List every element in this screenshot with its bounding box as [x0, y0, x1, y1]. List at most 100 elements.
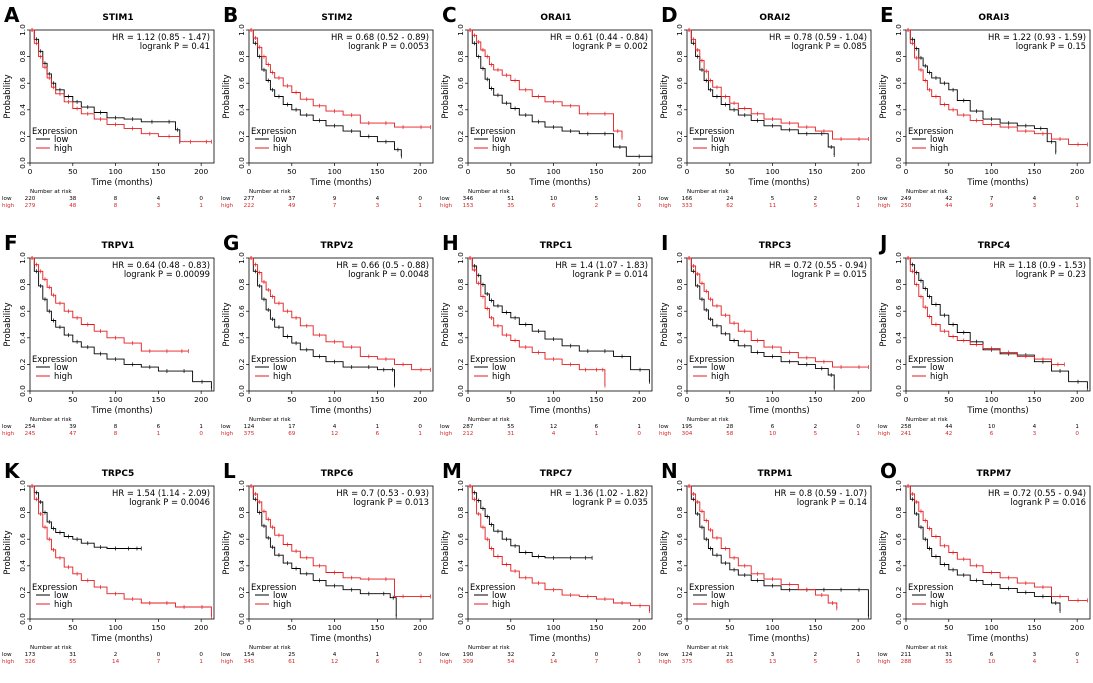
survival-curve-high	[687, 29, 869, 140]
legend-label-low: low	[930, 134, 944, 144]
legend-label-high: high	[492, 599, 510, 609]
risk-count-high: 58	[726, 431, 734, 437]
y-tick-label: 0.6	[894, 533, 903, 545]
risk-count-high: 14	[550, 659, 558, 665]
number-at-risk-heading: Number at risk	[30, 189, 72, 195]
y-tick-label: 1.0	[675, 24, 684, 36]
x-tick-label: 150	[151, 167, 165, 176]
risk-count-high: 12	[331, 659, 338, 665]
y-axis-label: Probability	[440, 530, 450, 574]
x-tick-label: 100	[109, 395, 123, 404]
km-plot-svg: A STIM1 0.0 0.2 0.4 0.6 0.8 1.0 0 50 100 150 200 Time…	[2, 3, 215, 209]
y-tick-label: 1.0	[237, 252, 246, 264]
x-tick-label: 150	[808, 167, 822, 176]
legend-title: Expression	[32, 582, 77, 592]
km-plot-svg: L TRPC6 0.0 0.2 0.4 0.6 0.8 1.0 0 50 100 150 200 Time…	[221, 459, 434, 665]
panel-title: TRPM7	[977, 469, 1012, 479]
plot-frame	[686, 485, 872, 620]
survival-curve-low	[906, 485, 1061, 611]
x-tick-label: 100	[547, 395, 561, 404]
hazard-ratio-text: HR = 1.54 (1.14 - 2.09)	[112, 488, 210, 498]
panel-label: L	[223, 459, 236, 483]
risk-count-high: 49	[288, 203, 296, 209]
risk-count-low: 0	[199, 196, 203, 202]
y-tick-label: 0.8	[18, 50, 27, 62]
y-tick-label: 0.6	[894, 305, 903, 317]
y-tick-label: 0.4	[894, 104, 903, 116]
y-axis-label: Probability	[878, 530, 888, 574]
risk-count-high: 14	[112, 659, 120, 665]
number-at-risk-heading: Number at risk	[249, 645, 291, 651]
x-tick-label: 0	[247, 623, 252, 632]
risk-row-label-low: low	[440, 424, 450, 430]
y-tick-label: 0.4	[456, 560, 465, 572]
risk-count-high: 0	[1075, 431, 1079, 437]
risk-count-high: 333	[682, 203, 693, 209]
risk-row-label-high: high	[221, 203, 234, 209]
x-tick-label: 200	[194, 395, 208, 404]
risk-row-label-low: low	[2, 652, 12, 658]
y-tick-label: 0.4	[18, 560, 27, 572]
risk-row-label-high: high	[659, 431, 672, 437]
km-panel-i: I TRPC3 0.0 0.2 0.4 0.6 0.8 1.0 0 50 100 150 200 Time…	[657, 228, 875, 455]
risk-count-low: 277	[244, 196, 255, 202]
x-tick-label: 50	[725, 395, 735, 404]
risk-count-high: 44	[945, 203, 953, 209]
x-tick-label: 100	[109, 623, 123, 632]
x-tick-label: 200	[632, 167, 646, 176]
risk-count-low: 0	[199, 652, 203, 658]
y-axis-label: Probability	[440, 74, 450, 118]
risk-count-high: 1	[199, 203, 203, 209]
y-tick-label: 0.6	[18, 305, 27, 317]
risk-row-label-low: low	[659, 424, 669, 430]
x-tick-label: 100	[985, 623, 999, 632]
legend-label-high: high	[273, 599, 291, 609]
logrank-p-text: logrank P = 0.016	[1010, 497, 1086, 507]
logrank-p-text: logrank P = 0.0053	[348, 41, 429, 51]
risk-count-high: 288	[901, 659, 912, 665]
survival-curve-high	[30, 29, 212, 143]
y-axis-label: Probability	[659, 74, 669, 118]
legend-label-low: low	[492, 590, 506, 600]
risk-count-low: 190	[463, 652, 474, 658]
y-tick-label: 0.0	[675, 385, 684, 397]
y-tick-label: 0.2	[237, 587, 246, 599]
km-plot-svg: E ORAI3 0.0 0.2 0.4 0.6 0.8 1.0 0 50 100 150 200 Time…	[878, 3, 1091, 209]
x-tick-label: 200	[1070, 623, 1084, 632]
x-axis-label: Time (months)	[528, 633, 590, 643]
y-tick-label: 0.0	[18, 613, 27, 625]
risk-count-high: 1	[637, 659, 641, 665]
risk-count-high: 5	[814, 659, 818, 665]
hazard-ratio-text: HR = 1.4 (1.07 - 1.83)	[555, 260, 648, 270]
risk-count-high: 4	[552, 431, 556, 437]
risk-count-low: 2	[814, 424, 818, 430]
panel-label: C	[442, 3, 457, 27]
risk-count-high: 9	[990, 203, 994, 209]
km-plot-svg: F TRPV1 0.0 0.2 0.4 0.6 0.8 1.0 0 50 100 150 200 Time…	[2, 231, 215, 437]
legend-title: Expression	[251, 582, 296, 592]
plot-frame	[905, 29, 1091, 164]
risk-count-low: 346	[463, 196, 474, 202]
y-tick-label: 0.2	[18, 359, 27, 371]
y-tick-label: 0.6	[675, 533, 684, 545]
risk-count-low: 0	[418, 424, 422, 430]
x-axis-label: Time (months)	[747, 405, 809, 415]
risk-count-low: 0	[1075, 652, 1079, 658]
number-at-risk-heading: Number at risk	[468, 645, 510, 651]
x-tick-label: 100	[328, 167, 342, 176]
risk-count-high: 54	[507, 659, 515, 665]
hazard-ratio-text: HR = 1.18 (0.9 - 1.53)	[993, 260, 1086, 270]
risk-count-low: 2	[814, 652, 818, 658]
plot-frame	[467, 257, 653, 392]
risk-count-low: 0	[856, 196, 860, 202]
risk-count-high: 5	[814, 203, 818, 209]
y-tick-label: 1.0	[456, 480, 465, 492]
risk-count-high: 8	[114, 203, 118, 209]
panel-label: N	[661, 459, 678, 483]
risk-count-high: 10	[769, 431, 777, 437]
logrank-p-text: logrank P = 0.14	[797, 497, 867, 507]
risk-count-high: 1	[1075, 203, 1079, 209]
x-tick-label: 50	[944, 395, 954, 404]
number-at-risk-heading: Number at risk	[906, 189, 948, 195]
y-axis-label: Probability	[221, 302, 231, 346]
